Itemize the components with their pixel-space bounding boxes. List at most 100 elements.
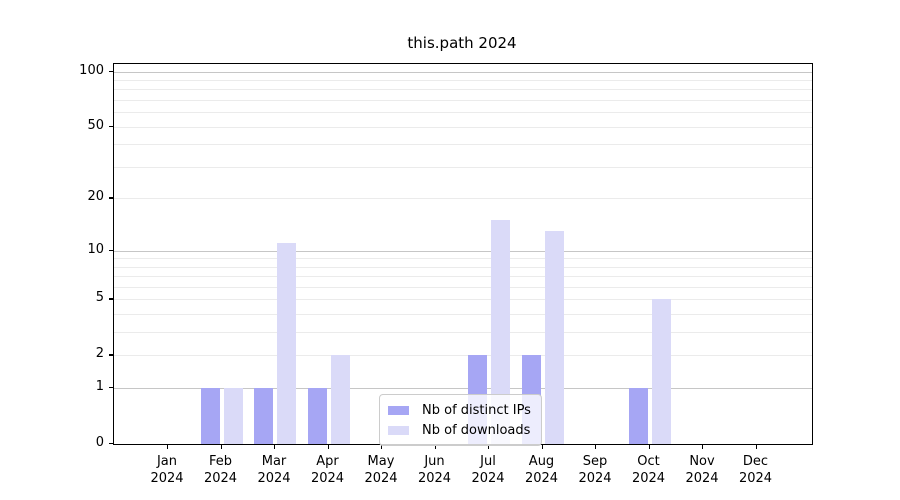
x-tick-mark	[167, 444, 169, 449]
x-tick-mark	[327, 444, 329, 449]
y-tick-label: 0	[95, 435, 104, 450]
y-tick-mark	[109, 298, 114, 300]
x-tick-label: Sep 2024	[563, 453, 627, 487]
y-tick-mark	[109, 70, 114, 72]
minor-gridline	[114, 112, 812, 114]
x-tick-year: 2024	[631, 471, 666, 486]
y-tick-mark	[109, 125, 114, 127]
y-tick-label: 1	[95, 379, 104, 395]
x-tick-label: Aug 2024	[510, 453, 574, 487]
minor-gridline	[114, 166, 812, 168]
y-tick-label: 50	[87, 117, 104, 133]
x-tick-year: 2024	[310, 471, 345, 486]
minor-gridline	[114, 314, 812, 316]
x-tick-year: 2024	[417, 471, 452, 486]
major-gridline	[114, 250, 812, 252]
minor-gridline	[114, 100, 812, 102]
x-tick-label: Jun 2024	[403, 453, 467, 487]
x-tick-label: Nov 2024	[670, 453, 734, 487]
minor-gridline	[114, 80, 812, 82]
y-tick-mark	[109, 443, 114, 445]
x-tick-year: 2024	[578, 471, 612, 486]
legend-item-downloads: Nb of downloads	[388, 420, 531, 440]
x-tick-label: May 2024	[349, 453, 413, 487]
x-tick-mark	[755, 444, 757, 449]
bar-ips-feb	[200, 388, 220, 444]
minor-gridline	[114, 198, 812, 200]
x-tick-year: 2024	[150, 471, 184, 486]
minor-gridline	[114, 276, 812, 278]
y-tick-mark	[109, 197, 114, 199]
x-tick-mark	[648, 444, 650, 449]
x-tick-mark	[220, 444, 222, 449]
x-tick-year: 2024	[738, 471, 773, 486]
x-tick-month: Nov	[689, 454, 715, 469]
x-tick-mark	[274, 444, 276, 449]
x-tick-mark	[702, 444, 704, 449]
x-tick-month: Jul	[480, 454, 496, 469]
bar-downloads-mar	[277, 243, 296, 444]
legend-label-ips: Nb of distinct IPs	[422, 402, 531, 418]
bar-downloads-oct	[651, 299, 671, 444]
y-tick-label: 2	[95, 346, 104, 362]
minor-gridline	[114, 144, 812, 146]
minor-gridline	[114, 258, 812, 260]
x-tick-month: Dec	[742, 454, 769, 469]
chart-title: this.path 2024	[407, 34, 517, 52]
y-tick-mark	[109, 249, 114, 251]
bar-downloads-jul	[491, 220, 510, 444]
bar-downloads-feb	[223, 388, 243, 444]
x-tick-year: 2024	[257, 471, 291, 486]
major-gridline	[114, 388, 812, 390]
x-tick-label: Oct 2024	[617, 453, 681, 487]
y-tick-label: 5	[95, 290, 104, 306]
x-tick-year: 2024	[471, 471, 505, 486]
x-tick-label: Jul 2024	[456, 453, 520, 487]
x-tick-month: Sep	[582, 454, 608, 469]
x-tick-mark	[595, 444, 597, 449]
legend-item-distinct-ips: Nb of distinct IPs	[388, 400, 531, 420]
minor-gridline	[114, 286, 812, 288]
legend-label-downloads: Nb of downloads	[422, 422, 531, 438]
x-tick-month: May	[367, 454, 395, 469]
x-tick-mark	[381, 444, 383, 449]
minor-gridline	[114, 89, 812, 91]
x-tick-month: Aug	[528, 454, 555, 469]
x-tick-month: Jun	[424, 454, 445, 469]
y-tick-mark	[109, 387, 114, 389]
minor-gridline	[114, 299, 812, 301]
y-tick-label: 10	[87, 241, 104, 257]
x-tick-month: Oct	[637, 454, 660, 469]
major-gridline	[114, 71, 812, 73]
minor-gridline	[114, 126, 812, 128]
x-tick-year: 2024	[524, 471, 559, 486]
plot-area: Nb of distinct IPs Nb of downloads	[113, 63, 813, 446]
bar-ips-oct	[628, 388, 648, 444]
bar-ips-mar	[254, 388, 273, 444]
minor-gridline	[114, 266, 812, 268]
legend-swatch-downloads	[388, 425, 409, 435]
minor-gridline	[114, 355, 812, 357]
x-tick-month: Feb	[208, 454, 233, 469]
y-tick-label: 20	[87, 189, 104, 205]
bar-ips-apr	[307, 388, 327, 444]
x-tick-mark	[488, 444, 490, 449]
x-tick-mark	[434, 444, 436, 449]
x-tick-label: Feb 2024	[189, 453, 253, 487]
x-tick-month: Mar	[261, 454, 287, 469]
x-tick-month: Apr	[316, 454, 339, 469]
x-tick-month: Jan	[156, 454, 178, 469]
x-tick-label: Mar 2024	[242, 453, 306, 487]
y-tick-mark	[109, 354, 114, 356]
bar-downloads-aug	[544, 231, 564, 444]
x-tick-year: 2024	[203, 471, 238, 486]
bar-downloads-apr	[330, 355, 350, 444]
legend: Nb of distinct IPs Nb of downloads	[379, 394, 542, 446]
x-tick-mark	[541, 444, 543, 449]
x-tick-year: 2024	[685, 471, 719, 486]
x-tick-label: Apr 2024	[296, 453, 360, 487]
x-tick-label: Jan 2024	[135, 453, 199, 487]
minor-gridline	[114, 332, 812, 334]
x-tick-year: 2024	[364, 471, 398, 486]
